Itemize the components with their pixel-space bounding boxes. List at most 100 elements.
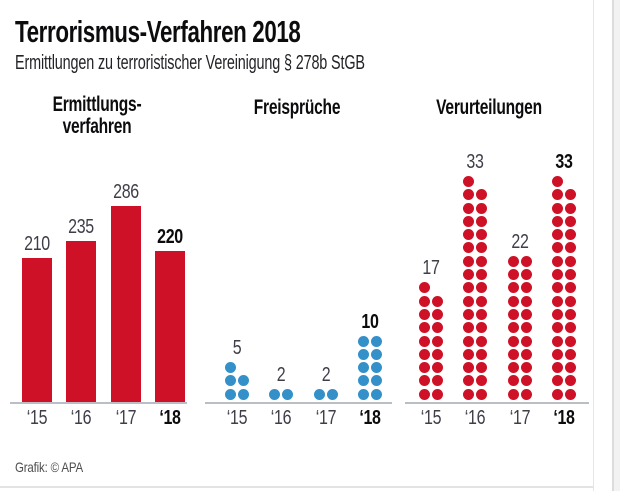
unit-dot bbox=[507, 375, 519, 387]
unit-dot bbox=[551, 322, 563, 334]
unit-dot bbox=[520, 255, 532, 267]
unit-dot bbox=[463, 348, 475, 360]
unit-dot bbox=[520, 308, 532, 320]
unit-dot bbox=[418, 282, 430, 294]
unit-dot bbox=[476, 388, 488, 400]
year-label: ‘15 bbox=[26, 407, 48, 429]
unit-dot bbox=[282, 388, 294, 400]
unit-dot bbox=[551, 308, 563, 320]
unit-dot bbox=[551, 335, 563, 347]
unit-dot bbox=[432, 388, 444, 400]
value-label: 210 bbox=[24, 233, 50, 256]
page-edge-background bbox=[614, 0, 620, 491]
unit-dot bbox=[357, 362, 369, 374]
year-label: ‘16 bbox=[271, 407, 292, 429]
unit-dot bbox=[463, 202, 475, 214]
unit-dot bbox=[371, 348, 382, 360]
year-label: ‘16 bbox=[465, 407, 486, 429]
unit-dot bbox=[476, 335, 488, 347]
unit-dot bbox=[418, 335, 430, 347]
year-label: ‘17 bbox=[315, 407, 336, 429]
unit-dot bbox=[432, 348, 444, 360]
value-label: 5 bbox=[232, 337, 242, 360]
unit-dot bbox=[476, 189, 488, 201]
unit-dot bbox=[357, 388, 369, 400]
year-label: ‘18 bbox=[359, 407, 381, 429]
unit-dot bbox=[565, 282, 576, 294]
unit-dot bbox=[565, 348, 576, 360]
unit-dot bbox=[463, 335, 475, 347]
unit-dot bbox=[520, 388, 532, 400]
unit-dot bbox=[551, 295, 563, 307]
unit-dot bbox=[565, 335, 576, 347]
chart-subtitle: Ermittlungen zu terroristischer Vereinig… bbox=[15, 52, 365, 74]
unit-dot bbox=[476, 255, 488, 267]
year-label: ‘15 bbox=[226, 407, 248, 429]
panel-title-ermittlungsverfahren: Ermittlungs- verfahren bbox=[52, 93, 142, 138]
unit-dot bbox=[238, 388, 250, 400]
unit-dot bbox=[463, 255, 475, 267]
year-label: ‘16 bbox=[71, 407, 92, 429]
unit-dot bbox=[565, 255, 576, 267]
unit-dot bbox=[418, 295, 430, 307]
unit-dot bbox=[551, 175, 563, 187]
unit-dot bbox=[224, 362, 236, 374]
unit-dot bbox=[463, 215, 475, 227]
unit-dot bbox=[463, 362, 475, 374]
unit-dot bbox=[551, 189, 563, 201]
unit-dot bbox=[476, 362, 488, 374]
unit-dot bbox=[432, 322, 444, 334]
unit-dot bbox=[520, 269, 532, 280]
unit-dot bbox=[507, 348, 519, 360]
unit-dot bbox=[463, 189, 475, 201]
value-label: 220 bbox=[157, 226, 183, 249]
panel-title-freisprueche: Freisprüche bbox=[253, 96, 341, 119]
unit-dot bbox=[238, 375, 250, 387]
value-label: 286 bbox=[112, 181, 139, 204]
unit-dot bbox=[463, 269, 475, 280]
unit-dot bbox=[507, 308, 519, 320]
credit-text: Grafik: © APA bbox=[15, 459, 84, 475]
unit-dot bbox=[551, 202, 563, 214]
unit-dot bbox=[565, 375, 576, 387]
unit-dot bbox=[371, 362, 382, 374]
bottom-divider bbox=[0, 486, 594, 488]
unit-dot bbox=[418, 308, 430, 320]
unit-dot bbox=[463, 175, 475, 187]
value-label: 22 bbox=[511, 230, 529, 253]
unit-dot bbox=[551, 215, 563, 227]
unit-dot bbox=[418, 348, 430, 360]
unit-dot bbox=[313, 388, 325, 400]
unit-dot bbox=[551, 388, 563, 400]
year-label: ‘17 bbox=[115, 407, 136, 429]
unit-dot bbox=[357, 375, 369, 387]
unit-dot bbox=[507, 255, 519, 267]
year-label: ‘17 bbox=[509, 407, 530, 429]
unit-dot bbox=[551, 348, 563, 360]
unit-dot bbox=[418, 375, 430, 387]
unit-dot bbox=[520, 295, 532, 307]
unit-dot bbox=[551, 375, 563, 387]
axis-baseline bbox=[205, 402, 392, 404]
unit-dot bbox=[432, 335, 444, 347]
unit-dot bbox=[357, 335, 369, 347]
bar bbox=[22, 258, 52, 402]
unit-dot bbox=[432, 308, 444, 320]
unit-dot bbox=[565, 295, 576, 307]
year-label: ‘18 bbox=[159, 407, 181, 429]
unit-dot bbox=[418, 362, 430, 374]
content-right-border bbox=[593, 0, 594, 491]
unit-dot bbox=[463, 322, 475, 334]
unit-dot bbox=[224, 375, 236, 387]
value-label: 33 bbox=[466, 150, 484, 173]
unit-dot bbox=[520, 322, 532, 334]
axis-baseline bbox=[10, 402, 187, 404]
unit-dot bbox=[476, 215, 488, 227]
unit-dot bbox=[520, 348, 532, 360]
value-label: 235 bbox=[68, 216, 95, 239]
unit-dot bbox=[476, 242, 488, 254]
unit-dot bbox=[565, 388, 576, 400]
unit-dot bbox=[476, 322, 488, 334]
unit-dot bbox=[463, 388, 475, 400]
